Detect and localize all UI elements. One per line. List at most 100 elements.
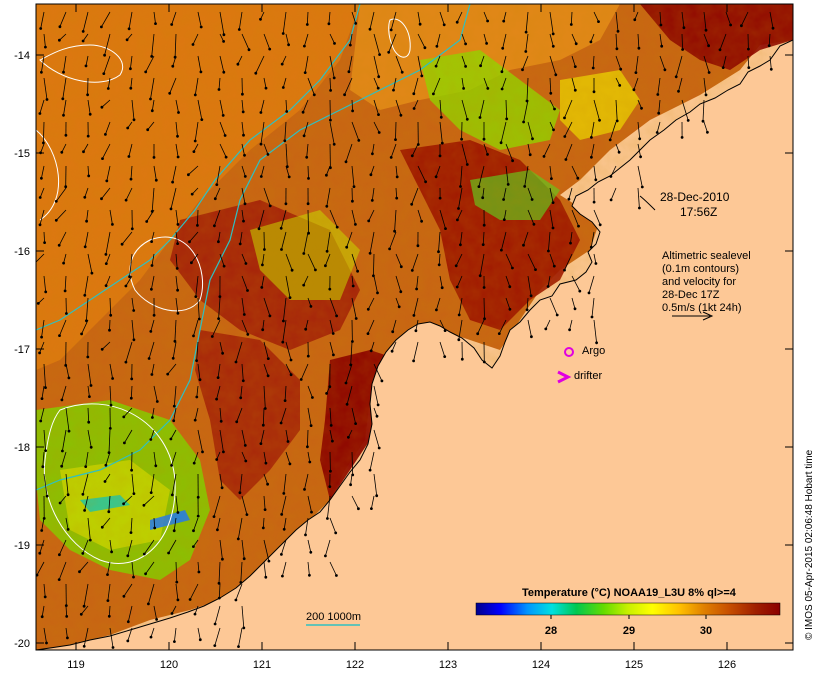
velocity-vector-head [399, 265, 403, 269]
velocity-vector-head [370, 507, 373, 510]
velocity-vector [593, 319, 597, 343]
velocity-vector-head [40, 529, 44, 532]
velocity-vector [503, 187, 507, 200]
velocity-vector [527, 319, 532, 337]
y-axis: -14 -15 -16 -17 -18 -19 -20 [14, 50, 793, 650]
velocity-vector-head [554, 73, 558, 77]
velocity-vector [64, 275, 67, 291]
velocity-vector [65, 407, 70, 432]
velocity-vector [218, 561, 221, 584]
velocity-vector [703, 55, 710, 73]
velocity-vector-head [89, 445, 93, 449]
velocity-vector [395, 187, 398, 199]
velocity-vector [328, 11, 331, 24]
velocity-vector-head [79, 612, 83, 616]
velocity-vector-head [259, 111, 263, 114]
velocity-vector [417, 33, 426, 48]
velocity-vector-head [132, 575, 135, 579]
velocity-vector [262, 253, 265, 265]
velocity-vector [615, 33, 618, 49]
velocity-vector-head [511, 159, 514, 163]
velocity-vector [262, 319, 265, 330]
velocity-vector [329, 121, 335, 145]
velocity-vector [571, 165, 579, 179]
velocity-vector-head [257, 227, 261, 231]
velocity-vector-head [309, 550, 313, 554]
x-tick-label: 121 [253, 659, 271, 671]
velocity-vector-head [124, 360, 128, 364]
velocity-vector [522, 55, 529, 70]
velocity-vector [241, 605, 245, 628]
velocity-vector [438, 253, 441, 265]
velocity-vector [59, 495, 67, 504]
velocity-vector-head [349, 483, 352, 487]
velocity-vector [326, 231, 331, 252]
velocity-vector-head [176, 223, 180, 226]
velocity-vector-head [149, 330, 153, 333]
velocity-vector-head [54, 218, 58, 222]
velocity-vector [150, 429, 155, 440]
y-tick-label: -15 [14, 148, 30, 160]
velocity-vector [145, 561, 155, 575]
velocity-vector [329, 55, 335, 78]
velocity-vector [285, 165, 290, 178]
velocity-vector [41, 605, 45, 617]
velocity-vector [174, 319, 177, 342]
velocity-vector [241, 539, 245, 559]
velocity-vector-head [259, 175, 263, 178]
velocity-vector-head [481, 196, 485, 200]
velocity-vector-head [502, 218, 506, 222]
velocity-vector-head [54, 199, 58, 203]
velocity-vector-head [424, 180, 427, 184]
velocity-vector [151, 275, 155, 290]
velocity-vector-head [213, 197, 217, 201]
velocity-vector-head [615, 47, 619, 51]
velocity-vector [392, 319, 397, 332]
velocity-vector-head [412, 107, 416, 110]
velocity-vector [219, 429, 224, 452]
velocity-vector [59, 33, 67, 41]
velocity-vector [258, 209, 265, 229]
velocity-vector-head [152, 313, 156, 317]
velocity-vector-head [147, 357, 151, 360]
x-axis: 119 120 121 122 123 124 125 126 [67, 4, 736, 671]
velocity-vector-head [440, 141, 444, 145]
velocity-vector [81, 319, 89, 335]
velocity-vector [219, 55, 225, 73]
velocity-vector-head [129, 396, 133, 400]
velocity-vector-head [192, 461, 196, 465]
velocity-vector-head [39, 419, 43, 423]
sealevel-contour-1 [39, 44, 123, 83]
velocity-vector [370, 165, 375, 175]
velocity-vector-head [400, 70, 404, 74]
velocity-vector [171, 605, 177, 614]
velocity-vector [505, 99, 508, 119]
velocity-vector-head [87, 174, 91, 178]
velocity-vector-head [335, 574, 338, 577]
velocity-vector-head [242, 313, 246, 316]
velocity-vector-head [176, 242, 180, 246]
velocity-vector-head [155, 618, 159, 621]
velocity-vector-head [169, 207, 173, 211]
velocity-vector [188, 165, 199, 175]
velocity-vector [549, 77, 552, 94]
velocity-vector-head [551, 32, 555, 36]
velocity-vector-head [333, 42, 336, 45]
velocity-vector [395, 121, 397, 140]
velocity-vector [395, 99, 402, 116]
velocity-vector-head [64, 133, 68, 137]
velocity-vector-head [65, 615, 69, 618]
velocity-vector [570, 11, 573, 25]
altimetry-line-4: 28-Dec 17Z [662, 289, 720, 301]
velocity-vector [549, 11, 554, 34]
velocity-vector-head [244, 262, 248, 265]
velocity-vector [87, 165, 90, 176]
velocity-vector-head [280, 513, 284, 516]
velocity-vector-head [307, 177, 310, 180]
velocity-vector-head [282, 492, 286, 495]
velocity-vector [194, 407, 199, 421]
velocity-vector-head [311, 396, 314, 399]
velocity-vector [148, 341, 155, 359]
velocity-vector [41, 385, 45, 399]
velocity-vector [191, 187, 199, 195]
